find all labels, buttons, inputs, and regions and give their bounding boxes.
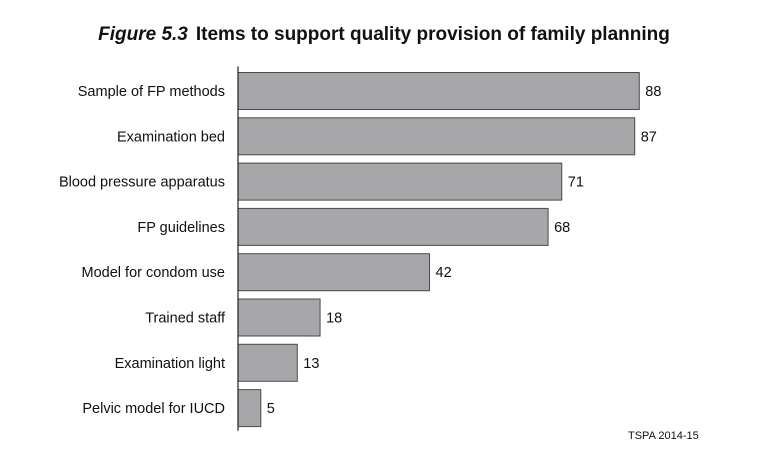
category-label: FP guidelines — [137, 220, 225, 236]
title-text: Items to support quality provision of fa… — [195, 24, 670, 45]
value-label: 68 — [554, 220, 570, 236]
category-label: Model for condom use — [82, 265, 225, 281]
value-label: 5 — [267, 401, 275, 417]
value-label: 42 — [436, 265, 452, 281]
category-label: Pelvic model for IUCD — [82, 401, 225, 417]
category-label: Blood pressure apparatus — [59, 175, 225, 191]
value-label: 87 — [641, 129, 657, 145]
bar — [237, 162, 563, 201]
bar — [237, 253, 431, 292]
bar — [237, 298, 321, 337]
category-label: Examination bed — [117, 129, 225, 145]
value-label: 13 — [303, 356, 319, 372]
bar — [237, 207, 549, 246]
value-label: 71 — [568, 175, 584, 191]
category-label: Examination light — [115, 356, 225, 372]
category-label: Trained staff — [145, 311, 226, 327]
bar — [237, 343, 298, 382]
category-label: Sample of FP methods — [78, 84, 225, 100]
bar — [237, 72, 640, 110]
chart-title: Figure 5.3 Items to support quality provi… — [0, 24, 768, 46]
value-label: 88 — [645, 84, 661, 100]
value-label: 18 — [326, 311, 342, 327]
bar — [237, 117, 636, 156]
figure-label: Figure 5.3 — [98, 24, 188, 45]
bar — [237, 389, 262, 428]
source-note: TSPA 2014-15 — [628, 430, 699, 442]
